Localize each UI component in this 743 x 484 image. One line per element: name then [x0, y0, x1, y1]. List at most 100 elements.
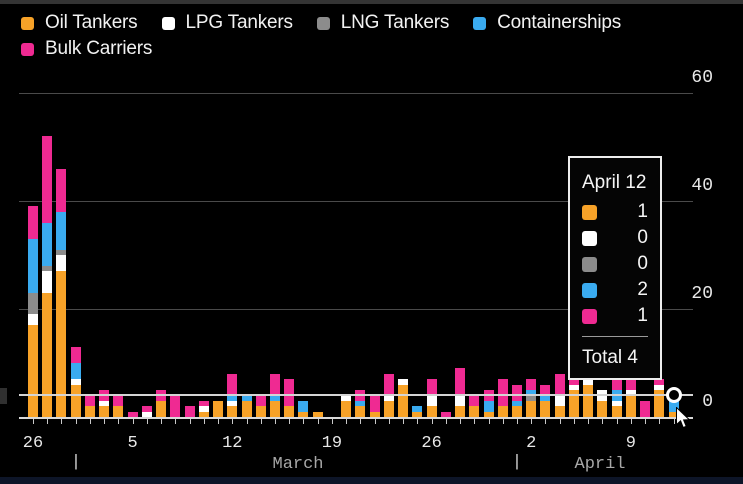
bar-segment-apr-1-containerships[interactable] [511, 400, 522, 407]
bar-segment-apr-3-oil[interactable] [540, 400, 551, 417]
bar-segment-mar-18-oil[interactable] [312, 411, 323, 417]
bar-segment-apr-2-lng[interactable] [526, 395, 537, 401]
bar-segment-apr-1-bulk[interactable] [511, 384, 522, 401]
bar-segment-mar-21-containerships[interactable] [355, 400, 366, 407]
bar-segment-apr-2-bulk[interactable] [526, 379, 537, 390]
bar-segment-mar-16-oil[interactable] [284, 406, 295, 417]
bar-segment-mar-25-containerships[interactable] [412, 406, 423, 412]
bar-segment-mar-31-oil[interactable] [497, 406, 508, 417]
bar-segment-mar-17-containerships[interactable] [298, 400, 309, 412]
bar-segment-apr-3-bulk[interactable] [540, 384, 551, 396]
bar-segment-apr-12-containerships[interactable] [668, 400, 679, 412]
bar-segment-apr-9-lpg[interactable] [625, 390, 636, 396]
bar-segment-mar-28-oil[interactable] [455, 406, 466, 417]
bar-segment-feb-26-lng[interactable] [28, 292, 38, 315]
bar-segment-mar-10-lpg[interactable] [198, 406, 209, 412]
bar-segment-mar-2-bulk[interactable] [84, 395, 95, 407]
bar-segment-feb-28-bulk[interactable] [56, 168, 67, 212]
bar-segment-apr-7-oil[interactable] [597, 400, 608, 417]
bar-segment-mar-12-bulk[interactable] [227, 373, 238, 396]
bar-segment-apr-1-oil[interactable] [511, 406, 522, 417]
bar-segment-mar-12-lpg[interactable] [227, 400, 238, 407]
bar-segment-feb-28-lpg[interactable] [56, 255, 67, 272]
bar-segment-mar-5-bulk[interactable] [127, 411, 138, 417]
bar-segment-feb-27-oil[interactable] [42, 292, 53, 417]
bar-segment-mar-31-bulk[interactable] [497, 379, 508, 407]
bar-segment-mar-17-oil[interactable] [298, 411, 309, 417]
bar-segment-mar-1-containerships[interactable] [70, 363, 81, 380]
bar-segment-mar-15-bulk[interactable] [269, 373, 280, 396]
bar-segment-mar-20-lpg[interactable] [341, 395, 352, 401]
bar-segment-feb-26-containerships[interactable] [28, 238, 38, 293]
bar-segment-feb-27-containerships[interactable] [42, 222, 53, 266]
bar-segment-apr-6-oil[interactable] [583, 384, 594, 417]
bar-segment-mar-24-lpg[interactable] [398, 379, 409, 385]
bar-segment-mar-14-oil[interactable] [255, 406, 266, 417]
bar-segment-mar-23-lpg[interactable] [383, 395, 394, 401]
bar-segment-mar-22-bulk[interactable] [369, 395, 380, 412]
bar-segment-mar-30-containerships[interactable] [483, 400, 494, 412]
bar-segment-mar-13-oil[interactable] [241, 400, 252, 417]
bar-segment-mar-21-oil[interactable] [355, 406, 366, 417]
bar-segment-mar-3-oil[interactable] [99, 406, 110, 417]
bar-segment-mar-27-bulk[interactable] [440, 411, 451, 417]
bar-segment-feb-28-lng[interactable] [56, 249, 67, 255]
bar-segment-mar-10-bulk[interactable] [198, 400, 209, 407]
bar-segment-mar-22-oil[interactable] [369, 411, 380, 417]
bar-segment-apr-5-oil[interactable] [568, 390, 579, 417]
legend-item-lng-tankers[interactable]: LNG Tankers [316, 12, 449, 34]
legend-item-lpg-tankers[interactable]: LPG Tankers [161, 12, 293, 34]
bar-segment-mar-3-lpg[interactable] [99, 400, 110, 407]
bar-segment-apr-5-bulk[interactable] [568, 379, 579, 385]
bar-segment-mar-23-bulk[interactable] [383, 373, 394, 396]
bar-segment-apr-10-bulk[interactable] [640, 400, 651, 417]
bar-segment-feb-26-bulk[interactable] [28, 206, 38, 239]
bar-segment-apr-3-containerships[interactable] [540, 395, 551, 401]
bar-segment-mar-25-oil[interactable] [412, 411, 423, 417]
bar-segment-mar-28-lpg[interactable] [455, 395, 466, 407]
bar-segment-apr-8-lpg[interactable] [611, 400, 622, 407]
bar-segment-apr-11-oil[interactable] [654, 390, 665, 417]
bar-segment-mar-24-oil[interactable] [398, 384, 409, 417]
bar-segment-apr-6-lpg[interactable] [583, 379, 594, 385]
bar-segment-mar-4-oil[interactable] [113, 406, 124, 417]
bar-segment-mar-28-bulk[interactable] [455, 368, 466, 396]
bar-segment-mar-26-lpg[interactable] [426, 395, 437, 407]
bar-segment-mar-2-oil[interactable] [84, 406, 95, 417]
legend-item-containerships[interactable]: Containerships [473, 12, 621, 34]
bar-segment-mar-11-oil[interactable] [213, 400, 224, 417]
bar-segment-apr-2-oil[interactable] [526, 400, 537, 417]
bar-segment-mar-29-oil[interactable] [469, 406, 480, 417]
bar-segment-mar-26-bulk[interactable] [426, 379, 437, 396]
bar-segment-mar-10-oil[interactable] [198, 411, 209, 417]
bar-segment-apr-9-bulk[interactable] [625, 379, 636, 390]
bar-segment-mar-16-bulk[interactable] [284, 379, 295, 407]
bar-segment-mar-15-containerships[interactable] [269, 395, 280, 401]
bar-segment-feb-27-lpg[interactable] [42, 271, 53, 293]
bar-segment-feb-28-oil[interactable] [56, 271, 67, 417]
bar-segment-apr-8-bulk[interactable] [611, 379, 622, 390]
bar-segment-apr-11-lpg[interactable] [654, 384, 665, 390]
bar-segment-feb-26-oil[interactable] [28, 325, 38, 417]
bar-segment-mar-7-oil[interactable] [156, 400, 167, 417]
bar-segment-mar-6-bulk[interactable] [141, 406, 152, 412]
bar-segment-mar-8-bulk[interactable] [170, 395, 181, 417]
bar-segment-feb-27-lng[interactable] [42, 265, 53, 272]
legend-item-oil-tankers[interactable]: Oil Tankers [21, 12, 138, 34]
bar-segment-mar-4-bulk[interactable] [113, 395, 124, 407]
bar-segment-mar-30-oil[interactable] [483, 411, 494, 417]
bar-segment-apr-2-containerships[interactable] [526, 390, 537, 396]
bar-segment-mar-12-containerships[interactable] [227, 395, 238, 401]
bar-segment-apr-5-lpg[interactable] [568, 384, 579, 390]
bar-segment-apr-4-oil[interactable] [554, 406, 565, 417]
bar-segment-mar-14-bulk[interactable] [255, 395, 266, 407]
bar-segment-apr-11-bulk[interactable] [654, 379, 665, 385]
bar-segment-apr-12-oil[interactable] [668, 411, 679, 417]
bar-segment-apr-9-oil[interactable] [625, 395, 636, 417]
bar-segment-mar-1-lpg[interactable] [70, 379, 81, 385]
bar-segment-mar-1-bulk[interactable] [70, 346, 81, 363]
bar-segment-feb-27-bulk[interactable] [42, 136, 53, 223]
bar-segment-mar-15-oil[interactable] [269, 400, 280, 417]
legend-item-bulk-carriers[interactable]: Bulk Carriers [21, 38, 152, 60]
